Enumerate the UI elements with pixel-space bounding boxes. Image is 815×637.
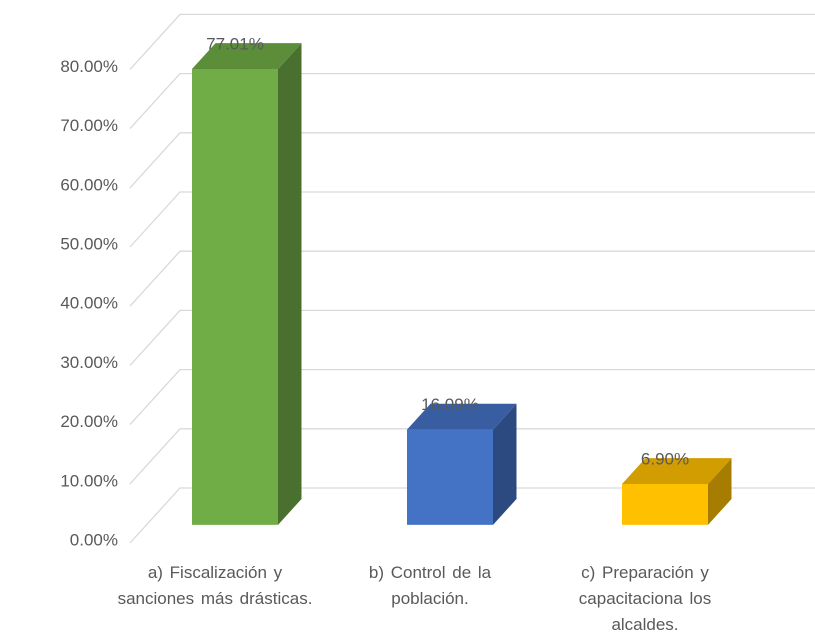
x-tick-label: c) Preparación y capacitaciona los alcal… — [578, 563, 712, 634]
grid-line — [129, 309, 815, 366]
grid-line — [129, 72, 815, 130]
grid-line — [129, 368, 815, 426]
x-tick-label: b) Control de la población. — [368, 563, 492, 608]
bar-top — [407, 403, 517, 430]
y-tick-label: 0.00% — [70, 530, 118, 549]
grid-line — [129, 250, 815, 307]
y-tick-label: 60.00% — [60, 175, 118, 194]
grid-line — [129, 13, 815, 70]
grid-line — [129, 487, 815, 544]
bar-front — [622, 484, 708, 525]
y-tick-label: 20.00% — [60, 412, 118, 431]
data-label: 77.01% — [206, 34, 264, 53]
y-tick-label: 80.00% — [60, 57, 118, 76]
data-label: 16.09% — [421, 395, 479, 414]
bar-side — [708, 458, 732, 525]
bar-front — [407, 429, 493, 525]
y-tick-label: 40.00% — [60, 294, 118, 313]
y-tick-label: 50.00% — [60, 234, 118, 253]
data-label: 6.90% — [641, 449, 689, 468]
bar-top — [192, 43, 302, 69]
y-tick-label: 70.00% — [60, 116, 118, 135]
x-tick-label: a) Fiscalización y sanciones más drástic… — [117, 563, 313, 608]
grid-line — [129, 132, 815, 189]
y-tick-label: 30.00% — [60, 353, 118, 372]
grid-line — [129, 428, 815, 485]
bar-front — [192, 68, 278, 525]
bar-side — [493, 403, 517, 525]
y-tick-label: 10.00% — [60, 471, 118, 490]
bar-top — [622, 458, 732, 485]
grid-line — [129, 191, 815, 248]
bar-side — [278, 43, 302, 525]
